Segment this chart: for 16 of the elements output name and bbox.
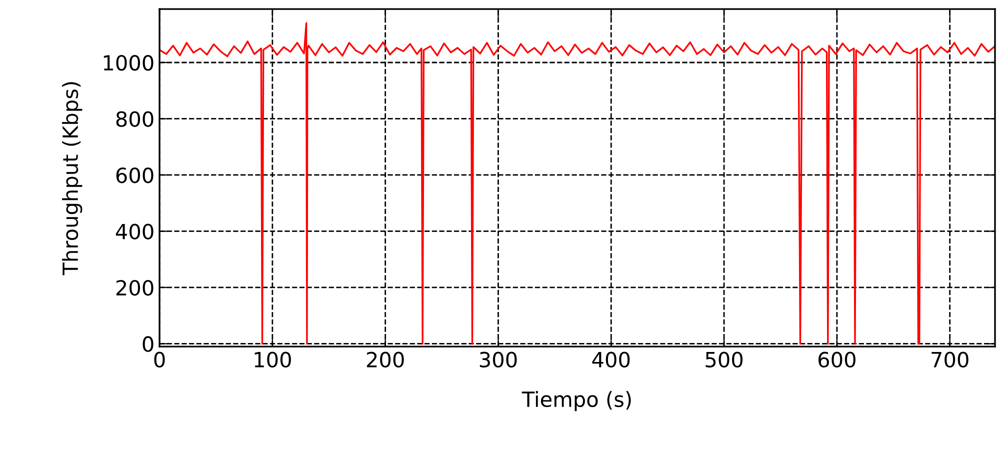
x-tick-label: 500 <box>706 352 743 368</box>
x-tick-label: 400 <box>592 352 630 368</box>
x-tick-label: 600 <box>818 352 856 368</box>
y-tick-label: 400 <box>116 224 154 240</box>
y-axis-title: Throughput (Kbps) <box>62 82 82 276</box>
x-tick-label: 0 <box>154 352 165 368</box>
x-tick-label: 100 <box>254 352 291 368</box>
x-tick-label: 700 <box>932 352 968 368</box>
y-tick-label: 200 <box>116 280 154 296</box>
x-tick-label: 200 <box>366 352 404 368</box>
y-tick-label: 1000 <box>104 54 154 71</box>
y-tick-label: 800 <box>116 111 154 127</box>
x-tick-label: 300 <box>480 352 517 368</box>
x-axis-title: Tiempo (s) <box>522 391 631 412</box>
y-tick-label: 0 <box>142 336 154 352</box>
y-tick-label: 600 <box>116 167 154 184</box>
